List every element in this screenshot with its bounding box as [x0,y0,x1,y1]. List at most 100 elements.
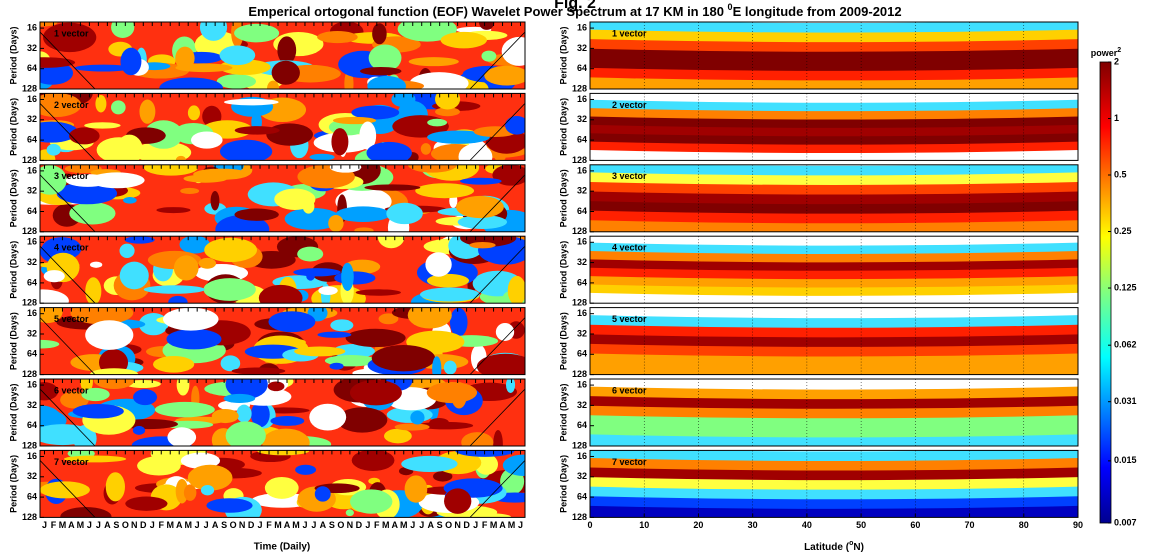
field-blob [223,393,256,404]
field-blob [277,36,297,65]
field-blob [183,484,197,501]
y-tick-label: 64 [577,206,587,216]
field-blob [167,427,197,446]
field-blob [458,143,493,161]
panel-frame [589,378,1079,447]
y-tick-label: 16 [27,94,37,104]
x-tick-label: D [248,520,255,530]
field-blob [371,345,436,372]
field-blob [234,126,280,135]
x-tick-label: J [302,520,307,530]
x-tick-label: M [184,520,192,530]
field-blob [143,285,205,294]
coi-line [469,245,525,304]
panel-field [40,22,525,89]
field-blob [211,408,239,424]
field-blob [502,454,525,476]
x-tick-label: A [104,520,111,530]
colorbar-label: power2 [1091,47,1122,59]
y-tick-label: 16 [27,308,37,318]
field-blob [266,123,314,146]
field-stripe [590,353,1078,370]
field-stripe [590,191,1078,208]
field-blob [81,387,110,402]
colorbar-label-sup: 2 [1117,47,1121,54]
x-tick-label: M [490,520,498,530]
field-blob [69,202,116,225]
panel-field [40,450,525,518]
field-blob [359,66,402,76]
field-blob [198,257,217,269]
field-stripe [590,505,1078,518]
field-blob [318,286,338,296]
field-blob [476,353,525,375]
panel-frame [589,235,1079,304]
field-blob [63,455,127,463]
coi-line [40,31,96,89]
y-tick-label: 32 [577,186,587,196]
field-blob [267,80,280,89]
field-blob [372,23,387,45]
field-blob [344,259,381,274]
field-blob [40,481,90,499]
x-tick-label: 40 [802,520,812,530]
field-blob [40,262,80,269]
colorbar-tick-label: 1 [1114,113,1119,123]
field-blob [175,155,186,161]
field-blob [70,307,134,325]
coi-line [40,317,96,375]
field-blob [250,401,270,428]
y-tick-label: 128 [572,440,587,450]
field-stripe [590,467,1078,484]
field-stripe [590,150,1078,161]
y-tick-label: 16 [577,94,587,104]
panel-label: 4 vector [54,243,89,253]
panel-field [40,307,525,375]
y-tick-label: 128 [22,369,37,379]
colorbar-tick-label: 0.125 [1114,282,1137,292]
panel-label: 2 vector [54,100,89,110]
x-tick-label: O [122,520,129,530]
x-tick-label: J [42,520,47,530]
y-tick-label: 32 [27,186,37,196]
coi-line [469,103,525,161]
field-blob [179,236,210,254]
panel-frame [39,307,526,376]
y-tick-label: 128 [22,155,37,165]
x-tick-label: F [266,520,272,530]
x-tick-label: M [508,520,516,530]
panel-label: 3 vector [612,171,647,181]
x-tick-label: 50 [856,520,866,530]
field-blob [264,476,299,499]
y-tick-label: 64 [27,349,37,359]
panel-label: 2 vector [612,100,647,110]
y-tick-label: 128 [22,83,37,93]
colorbar-tick-label: 0.031 [1114,396,1137,406]
y-tick-label: 32 [27,471,37,481]
field-blob [40,424,93,446]
field-blob [332,344,375,359]
field-blob [295,464,317,475]
field-blob [394,423,430,431]
field-blob [180,452,221,469]
field-blob [427,118,448,127]
field-blob [210,191,220,211]
y-tick-label: 32 [577,114,587,124]
field-blob [43,270,65,283]
y-tick-label: 128 [572,226,587,236]
field-blob [206,498,253,513]
field-blob [507,275,525,304]
field-blob [40,307,63,324]
y-tick-label: 32 [577,257,587,267]
y-tick-label: 32 [577,328,587,338]
field-blob [168,295,188,304]
y-tick-label: 128 [22,440,37,450]
field-blob [297,246,324,262]
panel-label: 7 vector [612,457,647,467]
y-axis-label: Period (Days) [8,26,18,84]
x-label-sup: o [849,540,853,547]
field-blob [469,241,496,249]
x-label-text: N) [853,542,864,553]
field-blob [216,74,257,89]
y-axis-label: Period (Days) [8,241,18,299]
